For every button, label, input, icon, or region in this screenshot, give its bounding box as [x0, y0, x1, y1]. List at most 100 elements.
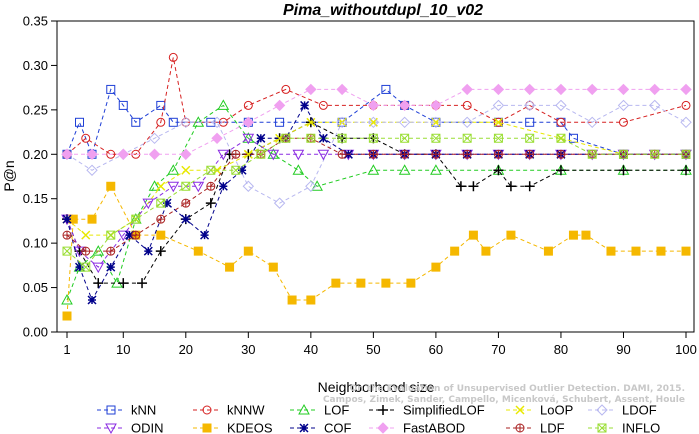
legend-item-knn: kNN — [97, 403, 156, 418]
data-point-ldf — [431, 149, 441, 159]
data-point-simplifiedlof — [118, 278, 129, 289]
data-point-fastabod — [555, 83, 567, 96]
data-point-kdeos — [606, 246, 616, 256]
legend-label-kdeos: KDEOS — [227, 421, 273, 434]
data-point-lof — [398, 164, 411, 175]
data-point-cof — [200, 230, 210, 240]
data-point-odin — [242, 133, 255, 145]
x-tick-label: 30 — [241, 342, 255, 357]
x-tick-label: 80 — [554, 342, 568, 357]
legend-label-ldf: LDF — [540, 421, 565, 434]
data-point-fastabod — [336, 83, 348, 96]
data-point-ldf — [493, 149, 503, 159]
data-point-lof — [92, 245, 105, 256]
series-line-loop — [66, 121, 686, 236]
data-point-knn — [568, 133, 578, 143]
data-point-lof — [217, 99, 230, 110]
legend-item-lof: LOF — [290, 403, 349, 418]
watermark-line1: On the Evaluation of Unsupervised Outlie… — [350, 384, 685, 394]
series-inflo — [62, 133, 691, 272]
data-point-kdeos — [450, 246, 460, 256]
data-point-inflo — [368, 133, 378, 143]
legend-item-loop: LoOP — [506, 403, 573, 418]
data-point-simplifiedlof — [524, 181, 535, 192]
legend: kNN kNNW LOF SimplifiedLOF LoOP LDOF ODIN KDEOS… — [97, 403, 660, 434]
data-point-kdeos — [225, 262, 235, 272]
data-point-fastabod — [61, 148, 73, 160]
legend-item-ldof: LDOF — [588, 403, 657, 418]
legend-label-knn: kNN — [131, 403, 156, 418]
legend-marker-ldf — [515, 423, 525, 433]
data-point-kdeos — [193, 246, 203, 256]
y-tick-label: 0.10 — [23, 236, 48, 251]
data-point-simplifiedlof — [505, 181, 516, 192]
data-point-lof — [192, 116, 205, 127]
data-point-ldf — [156, 214, 166, 224]
data-point-knnw — [156, 117, 166, 127]
data-point-ldof — [555, 99, 567, 112]
data-point-knn — [118, 100, 128, 110]
data-point-ldof — [492, 99, 505, 112]
data-point-fastabod — [367, 99, 380, 112]
data-point-inflo — [462, 133, 472, 143]
data-point-ldf — [62, 230, 72, 240]
legend-marker-kdeos — [202, 423, 212, 433]
x-tick-label: 20 — [179, 342, 193, 357]
data-point-odin — [267, 149, 280, 161]
data-point-inflo — [306, 133, 316, 143]
series-line-knn — [66, 88, 686, 156]
legend-label-fastabod: FastABOD — [403, 421, 465, 434]
data-point-fastabod — [430, 99, 442, 112]
data-point-fastabod — [148, 148, 161, 160]
data-point-fastabod — [117, 148, 129, 160]
data-point-fastabod — [523, 83, 536, 96]
legend-label-inflo: INFLO — [622, 421, 660, 434]
series-ldof — [61, 99, 692, 209]
data-point-kdeos — [243, 246, 253, 256]
data-point-inflo — [400, 133, 410, 143]
data-point-inflo — [256, 149, 266, 159]
legend-item-odin: ODIN — [97, 421, 164, 434]
x-tick-label: 100 — [675, 342, 697, 357]
data-point-fastabod — [273, 99, 286, 112]
data-point-fastabod — [242, 116, 255, 129]
data-point-odin — [167, 181, 180, 193]
legend-label-lof: LOF — [324, 403, 349, 418]
data-point-ldf — [181, 198, 191, 208]
data-point-simplifiedlof — [155, 246, 166, 257]
y-tick-label: 0.25 — [23, 102, 48, 117]
data-point-knnw — [618, 117, 628, 127]
data-point-knn — [275, 117, 285, 127]
data-point-ldof — [680, 116, 692, 129]
data-point-loop — [306, 117, 316, 127]
data-point-ldf — [368, 149, 378, 159]
data-point-lof — [311, 180, 323, 191]
data-point-inflo — [156, 198, 166, 208]
data-point-fastabod — [586, 83, 598, 96]
data-point-ldof — [586, 116, 598, 129]
legend-item-knnw: kNNW — [193, 403, 265, 418]
data-point-cof — [181, 214, 191, 224]
data-point-inflo — [106, 230, 116, 240]
series-line-kdeos — [66, 185, 686, 317]
data-point-kdeos — [468, 230, 478, 240]
series-line-knnw — [66, 57, 687, 155]
data-point-fastabod — [461, 83, 473, 96]
y-tick-label: 0.15 — [23, 191, 48, 206]
data-point-odin — [217, 149, 230, 161]
data-point-simplifiedlof — [493, 165, 504, 176]
data-point-ldf — [337, 149, 347, 159]
data-point-ldf — [131, 230, 141, 240]
data-point-ldf — [231, 149, 241, 159]
data-point-inflo — [681, 149, 691, 159]
legend-marker-cof — [299, 423, 309, 433]
data-point-kdeos — [506, 230, 516, 240]
plot-area — [56, 20, 695, 333]
data-point-kdeos — [581, 230, 591, 240]
y-tick-label: 0.20 — [23, 147, 48, 162]
data-point-kdeos — [381, 278, 391, 288]
data-point-fastabod — [492, 83, 505, 96]
data-point-kdeos — [406, 278, 416, 288]
y-tick-label: 0.30 — [23, 58, 48, 73]
legend-marker-knnw — [202, 405, 212, 415]
